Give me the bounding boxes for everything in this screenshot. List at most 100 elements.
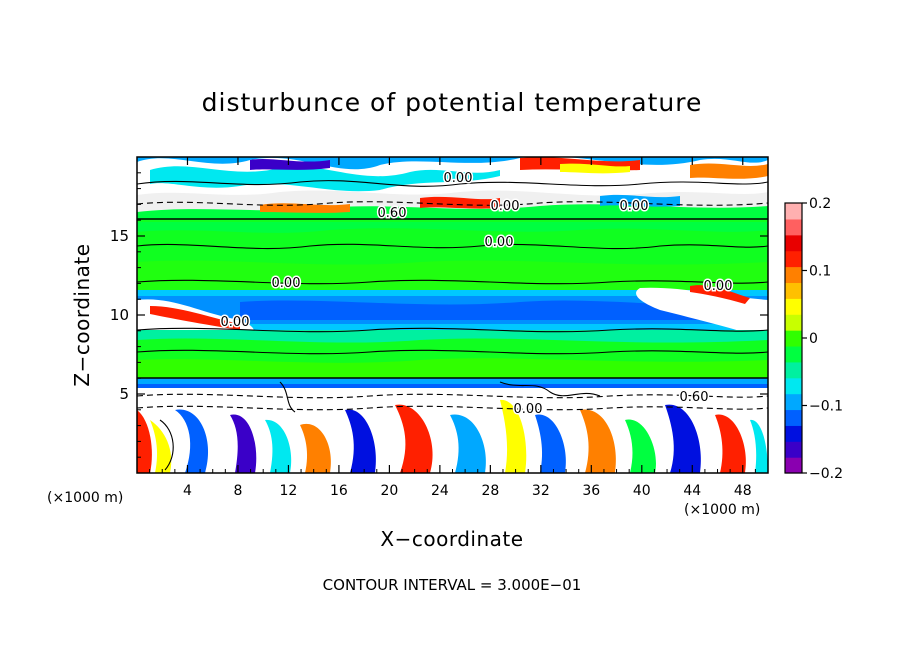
x-tick-label: 4	[183, 483, 192, 499]
field-blob	[690, 285, 750, 304]
colorbar-swatch	[785, 457, 802, 474]
colorbar: 0.2 0.1 0 −0.1 −0.2	[784, 196, 843, 482]
x-tick-label: 20	[380, 483, 398, 499]
colorbar-tick-label: 0.1	[809, 264, 831, 280]
contour-label: 0.00	[485, 235, 514, 250]
field-blob	[150, 420, 172, 473]
field-blob	[137, 222, 768, 233]
contour-line	[279, 381, 296, 413]
contour-line	[137, 405, 768, 411]
field-blob	[750, 419, 768, 473]
contour-line	[159, 419, 174, 471]
contour-label: 0.00	[620, 199, 649, 214]
contour-label: 0.00	[704, 279, 733, 294]
colorbar-tick-label: −0.2	[809, 466, 843, 482]
y-tick-label: 15	[110, 227, 129, 245]
colorbar-swatch	[785, 409, 802, 426]
x-tick-label: 16	[330, 483, 348, 499]
colorbar-swatch	[785, 330, 802, 347]
colorbar-swatch	[785, 234, 802, 252]
field-blob	[250, 158, 330, 170]
colorbar-swatch	[785, 218, 802, 236]
contour-line	[137, 327, 768, 333]
field-blob	[150, 166, 500, 192]
colorbar-swatch	[785, 425, 802, 442]
field-blob	[535, 414, 566, 473]
field-blob	[625, 419, 656, 473]
contour-line	[137, 393, 768, 399]
field-blob	[137, 330, 768, 343]
x-tick-label: 8	[233, 483, 242, 499]
field-blob	[137, 378, 768, 384]
field-blob	[665, 404, 701, 473]
field-blob	[240, 300, 768, 320]
field-blob	[300, 423, 331, 473]
contour-label: 0.00	[491, 199, 520, 214]
x-tick-label: 32	[532, 483, 550, 499]
y-tick-label: 5	[119, 385, 129, 403]
colorbar-swatch	[785, 377, 802, 395]
field-blob	[690, 163, 768, 179]
contour-line	[137, 201, 768, 206]
chart-title: disturbunce of potential temperature	[201, 88, 703, 117]
x-axis-label: X−coordinate	[380, 527, 524, 551]
x-tick-label: 28	[481, 483, 499, 499]
contour-lines	[137, 180, 768, 471]
contour-label: 0.60	[378, 206, 407, 221]
x-end-unit-label: (×1000 m)	[684, 502, 761, 518]
field-blob	[137, 358, 768, 378]
contour-labels: 0.00 0.60 0.00 0.00 0.00 0.00 0.00 0.00 0.60 0.00	[219, 170, 734, 419]
field-blob	[580, 409, 616, 473]
colorbar-swatch	[785, 441, 802, 458]
contour-line	[137, 279, 768, 285]
contour-label: 0.00	[272, 276, 301, 291]
field-blob	[137, 157, 768, 170]
y-axis-ticks: 5 10 15	[110, 172, 768, 458]
colorbar-tick-label: 0.2	[809, 196, 831, 212]
contour-label: 0.00	[514, 402, 543, 417]
field-blob	[137, 384, 768, 388]
contour-interval-note: CONTOUR INTERVAL = 3.000E−01	[322, 576, 582, 594]
field-blob	[175, 409, 209, 473]
field-blob	[265, 419, 292, 473]
x-axis-ticks: 4 8 12 16 20 24 28 32 36 40 44 48	[149, 157, 756, 499]
field-blob	[137, 260, 768, 291]
colorbar-swatch	[785, 345, 802, 363]
colorbar-swatch	[785, 314, 802, 331]
field-blob	[137, 204, 768, 220]
colorbar-tick-label: 0	[809, 331, 818, 347]
x-origin-unit-label: (×1000 m)	[47, 490, 124, 506]
x-tick-label: 44	[683, 483, 701, 499]
colorbar-swatch	[785, 282, 802, 299]
field-blob	[395, 404, 433, 473]
field-blob	[150, 306, 240, 330]
x-tick-label: 36	[582, 483, 600, 499]
x-tick-label: 40	[633, 483, 651, 499]
colorbar-swatch	[785, 203, 802, 220]
colorbar-swatch	[785, 250, 802, 268]
contour-line	[137, 349, 768, 355]
y-tick-label: 10	[110, 306, 129, 324]
x-tick-label: 24	[431, 483, 449, 499]
x-tick-label: 12	[280, 483, 298, 499]
colorbar-swatch	[785, 266, 802, 284]
x-tick-label: 48	[734, 483, 752, 499]
contour-line	[137, 243, 768, 250]
colorbar-swatch	[785, 393, 802, 411]
heatmap-field	[137, 157, 768, 473]
field-blob	[345, 409, 376, 473]
field-blob	[715, 414, 746, 473]
contour-label: 0.00	[444, 171, 473, 186]
colorbar-tick-label: −0.1	[809, 399, 843, 415]
field-blob	[450, 414, 486, 473]
contour-line	[499, 381, 601, 397]
field-blob	[230, 414, 257, 473]
field-blob	[500, 399, 527, 473]
contour-line	[137, 180, 768, 187]
field-blob	[560, 163, 630, 174]
contour-label: 0.60	[680, 390, 709, 405]
contour-label: 0.00	[221, 315, 250, 330]
colorbar-swatch	[785, 361, 802, 379]
colorbar-swatch	[785, 298, 802, 315]
